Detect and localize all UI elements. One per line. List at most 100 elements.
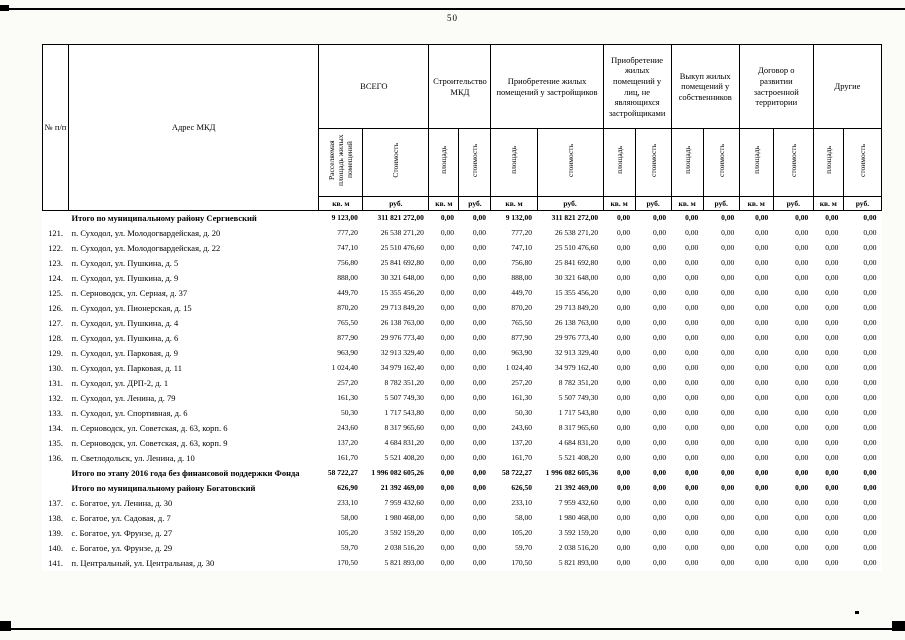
table-body: Итого по муниципальному району Сергиевск… bbox=[43, 211, 882, 571]
table-row: 124. п. Суходол, ул. Пушкина, д. 9 888,00 3… bbox=[43, 271, 882, 286]
row-value: 0,00 bbox=[617, 347, 631, 357]
row-value: 0,00 bbox=[721, 257, 735, 267]
table-row: 129. п. Суходол, ул. Парковая, д. 9 963,90… bbox=[43, 346, 882, 361]
row-value: 756,80 bbox=[337, 257, 358, 267]
row-value: 0,00 bbox=[825, 482, 839, 492]
row-address: с. Богатое, ул. Фрунзе, д. 27 bbox=[71, 527, 173, 538]
row-value: 0,00 bbox=[721, 527, 735, 537]
row-number: 134. bbox=[48, 422, 63, 433]
scan-artifact-dot bbox=[855, 611, 859, 614]
row-value: 0,00 bbox=[863, 437, 877, 447]
group-header-row: № п/п Адрес МКД ВСЕГО Строительство МКД Пр… bbox=[41, 44, 883, 211]
table-row: Итого по этапу 2016 года без финансовой … bbox=[43, 466, 882, 481]
row-value: 0,00 bbox=[440, 407, 454, 417]
row-value: 0,00 bbox=[863, 287, 877, 297]
row-value: 0,00 bbox=[653, 317, 667, 327]
row-value: 8 782 351,20 bbox=[384, 377, 424, 387]
row-value: 0,00 bbox=[825, 213, 839, 222]
row-value: 0,00 bbox=[721, 497, 735, 507]
column-subheader: стоимость bbox=[634, 128, 672, 197]
row-value: 0,00 bbox=[825, 467, 839, 477]
row-address: с. Богатое, ул. Садовая, д. 7 bbox=[71, 512, 171, 523]
row-address: п. Суходол, ул. Молодогвардейская, д. 22 bbox=[71, 242, 221, 253]
row-value: 0,00 bbox=[472, 272, 486, 282]
row-value: 0,00 bbox=[721, 392, 735, 402]
row-value: 0,00 bbox=[863, 512, 877, 522]
col-header-num: № п/п bbox=[41, 44, 70, 211]
row-number: 125. bbox=[48, 287, 63, 298]
row-value: 0,00 bbox=[795, 213, 809, 222]
row-value: 4 684 831,20 bbox=[558, 437, 599, 447]
row-value: 0,00 bbox=[653, 377, 667, 387]
row-value: 0,00 bbox=[685, 272, 699, 282]
row-value: 0,00 bbox=[440, 377, 454, 387]
row-value: 32 913 329,40 bbox=[554, 347, 599, 357]
column-group-header: Приобретение жилых помещений у застройщи… bbox=[490, 44, 604, 129]
row-value: 50,30 bbox=[515, 407, 533, 417]
row-value: 59,70 bbox=[340, 542, 358, 552]
row-value: 58 722,27 bbox=[502, 467, 533, 477]
row-value: 0,00 bbox=[685, 242, 699, 252]
row-value: 5 821 893,00 bbox=[558, 557, 599, 567]
row-value: 0,00 bbox=[617, 257, 631, 267]
unit-header: кв. м bbox=[738, 196, 774, 211]
row-value: 1 996 082 605,36 bbox=[545, 467, 599, 477]
row-value: 0,00 bbox=[472, 452, 486, 462]
row-number: 136. bbox=[48, 452, 63, 463]
table-row: 139. с. Богатое, ул. Фрунзе, д. 27 105,20 3… bbox=[43, 526, 882, 541]
row-value: 0,00 bbox=[755, 213, 769, 222]
row-value: 0,00 bbox=[795, 467, 809, 477]
row-value: 32 913 329,40 bbox=[380, 347, 424, 357]
row-value: 0,00 bbox=[721, 482, 735, 492]
row-value: 105,20 bbox=[511, 527, 533, 537]
unit-header: кв. м bbox=[602, 196, 636, 211]
row-number: 128. bbox=[48, 332, 63, 343]
row-address: п. Суходол, ул. ДРП-2, д. 1 bbox=[71, 377, 169, 388]
row-value: 0,00 bbox=[440, 392, 454, 402]
row-value: 0,00 bbox=[721, 272, 735, 282]
row-value: 0,00 bbox=[795, 437, 809, 447]
row-value: 0,00 bbox=[653, 227, 667, 237]
row-value: 0,00 bbox=[440, 362, 454, 372]
row-value: 0,00 bbox=[755, 527, 769, 537]
row-value: 0,00 bbox=[755, 347, 769, 357]
row-value: 0,00 bbox=[617, 377, 631, 387]
row-value: 0,00 bbox=[825, 272, 839, 282]
table-row: 127. п. Суходол, ул. Пушкина, д. 4 765,50 2… bbox=[43, 316, 882, 331]
column-subheader: площадь bbox=[670, 128, 704, 197]
row-value: 0,00 bbox=[685, 362, 699, 372]
row-value: 0,00 bbox=[825, 302, 839, 312]
row-address: п. Серноводск, ул. Советская, д. 63, кор… bbox=[71, 437, 228, 448]
row-value: 15 355 456,20 bbox=[380, 287, 424, 297]
row-value: 0,00 bbox=[472, 302, 486, 312]
row-value: 0,00 bbox=[685, 437, 699, 447]
row-value: 0,00 bbox=[755, 467, 769, 477]
row-value: 0,00 bbox=[617, 497, 631, 507]
row-value: 7 959 432,60 bbox=[384, 497, 424, 507]
row-address: п. Суходол, ул. Пионерская, д. 15 bbox=[71, 302, 192, 313]
column-subheader-label: Стоимость bbox=[391, 142, 401, 178]
unit-header: кв. м bbox=[318, 196, 364, 211]
unit-header: руб. bbox=[702, 196, 740, 211]
column-subheader-label: стоимость bbox=[470, 143, 480, 177]
row-value: 0,00 bbox=[721, 332, 735, 342]
row-value: 0,00 bbox=[721, 452, 735, 462]
row-value: 877,90 bbox=[511, 332, 533, 342]
row-value: 0,00 bbox=[685, 557, 699, 567]
row-value: 0,00 bbox=[721, 467, 735, 477]
table-row: 133. п. Суходол, ул. Спортивная, д. 6 50,3… bbox=[43, 406, 882, 421]
row-value: 0,00 bbox=[617, 272, 631, 282]
row-value: 0,00 bbox=[653, 362, 667, 372]
row-value: 0,00 bbox=[653, 213, 667, 222]
row-value: 0,00 bbox=[440, 512, 454, 522]
column-subheader: площадь bbox=[428, 128, 460, 197]
row-value: 0,00 bbox=[653, 302, 667, 312]
row-address: п. Суходол, ул. Молодогвардейская, д. 20 bbox=[71, 227, 221, 238]
row-value: 0,00 bbox=[685, 467, 699, 477]
row-value: 0,00 bbox=[617, 452, 631, 462]
row-value: 50,30 bbox=[340, 407, 358, 417]
unit-header: руб. bbox=[842, 196, 883, 211]
row-value: 0,00 bbox=[440, 542, 454, 552]
row-value: 161,70 bbox=[337, 452, 358, 462]
table-row: 131. п. Суходол, ул. ДРП-2, д. 1 257,20 8 7… bbox=[43, 376, 882, 391]
